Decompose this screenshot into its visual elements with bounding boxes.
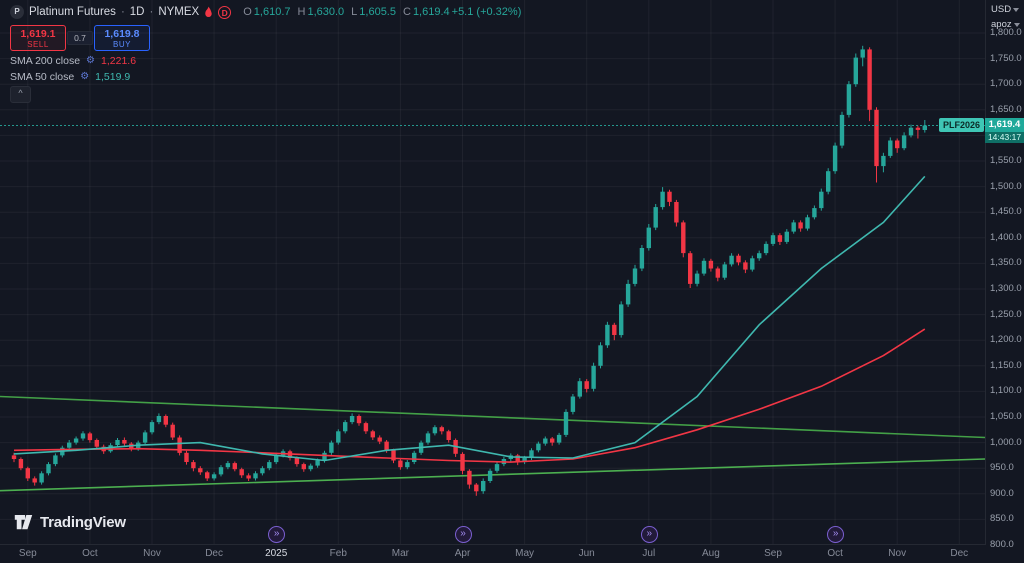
contract-roll-icon[interactable]: » <box>640 526 658 543</box>
unit-menu[interactable]: apoz <box>986 17 1024 32</box>
time-tick-label: Dec <box>205 548 223 559</box>
price-tick-label: 850.0 <box>990 513 1014 525</box>
sell-button[interactable]: 1,619.1 SELL <box>10 25 66 51</box>
symbol-legend: P Platinum Futures · 1D · NYMEX D O 1,610… <box>10 5 521 19</box>
chevron-down-icon <box>1013 22 1020 27</box>
ohlc-value: 1,605.5 <box>359 6 396 18</box>
price-tick-label: 1,250.0 <box>990 308 1022 320</box>
price-tick-label: 800.0 <box>990 539 1014 550</box>
price-tick-label: 1,500.0 <box>990 180 1022 192</box>
indicator-row-sma50: SMA 50 close ⚙ 1,519.9 <box>10 71 130 83</box>
time-tick-label: Nov <box>888 548 907 559</box>
price-tick-label: 1,000.0 <box>990 436 1022 448</box>
sma50-value: 1,519.9 <box>95 71 131 83</box>
tradingview-logo-icon <box>14 514 33 531</box>
time-tick-label: Jun <box>578 548 595 559</box>
interval-label[interactable]: 1D <box>129 6 145 18</box>
flame-icon <box>204 6 213 18</box>
price-tick-label: 1,100.0 <box>990 385 1022 397</box>
delayed-data-icon: D <box>218 5 232 19</box>
price-tick-label: 1,700.0 <box>990 78 1022 90</box>
currency-label: USD <box>991 4 1012 15</box>
last-price-label: PLF2026 1,619.4 14:43:17 <box>938 118 1024 144</box>
sma50-label[interactable]: SMA 50 close <box>10 71 75 83</box>
indicator-row-sma200: SMA 200 close ⚙ 1,221.6 <box>10 55 136 67</box>
buy-button[interactable]: 1,619.8 BUY <box>94 25 150 51</box>
gear-icon[interactable]: ⚙ <box>86 55 96 66</box>
spread-value: 0.7 <box>67 31 93 45</box>
time-tick-label: Oct <box>82 548 98 559</box>
time-tick-label: Mar <box>391 548 410 559</box>
buy-label: BUY <box>113 40 131 49</box>
last-price-badge[interactable]: 1,619.4 <box>985 118 1024 133</box>
ohlc-value: 1,619.4 <box>412 6 450 18</box>
separator: · <box>120 6 125 18</box>
chevron-down-icon <box>1013 7 1020 12</box>
ohlc-value: 1,630.0 <box>307 6 345 18</box>
time-tick-label: May <box>515 548 535 559</box>
time-tick-label: Sep <box>18 548 37 559</box>
price-tick-label: 1,550.0 <box>990 155 1022 166</box>
ohlc-values: O 1,610.7 H 1,630.0 L 1,605.5 C 1,619.4 +5.1 (+0… <box>236 6 521 18</box>
symbol-name[interactable]: Platinum Futures <box>29 6 116 18</box>
price-tick-label: 1,650.0 <box>990 103 1022 115</box>
time-tick-label: Sep <box>764 548 782 559</box>
price-tick-label: 1,150.0 <box>990 359 1022 371</box>
unit-label: apoz <box>991 19 1012 30</box>
tradingview-logo[interactable]: TradingView <box>14 514 126 531</box>
price-tick-label: 1,050.0 <box>990 411 1022 422</box>
contract-roll-icon[interactable]: » <box>268 526 286 543</box>
ohlc-key: O <box>243 6 252 18</box>
separator: · <box>149 6 154 18</box>
sma200-label[interactable]: SMA 200 close <box>10 55 81 67</box>
tradingview-logo-text: TradingView <box>40 514 126 531</box>
price-tick-label: 1,300.0 <box>990 283 1022 294</box>
time-tick-label: Aug <box>701 548 720 559</box>
contract-roll-icon[interactable]: » <box>827 526 845 543</box>
price-tick-label: 1,750.0 <box>990 52 1022 64</box>
time-tick-label: Dec <box>950 548 969 559</box>
price-tick-label: 1,200.0 <box>990 334 1022 346</box>
time-tick-label: Oct <box>827 548 843 559</box>
candlestick-chart[interactable] <box>0 0 985 545</box>
price-tick-label: 950.0 <box>990 462 1014 474</box>
ohlc-key: H <box>297 6 306 18</box>
contract-tag[interactable]: PLF2026 <box>938 118 984 133</box>
price-tick-label: 1,350.0 <box>990 257 1022 269</box>
time-tick-label: Feb <box>329 548 347 559</box>
price-tick-label: 1,800.0 <box>990 27 1022 38</box>
currency-menu[interactable]: USD <box>986 2 1024 17</box>
price-tick-label: 900.0 <box>990 487 1014 499</box>
sell-label: SELL <box>27 40 49 49</box>
ohlc-key: L <box>351 6 358 18</box>
time-axis[interactable]: Sep Oct Nov Dec 2025 Feb Mar Apr May Jun Jul Aug Sep… <box>0 544 985 563</box>
time-tick-label: 2025 <box>265 548 288 559</box>
ohlc-key: C <box>402 6 411 18</box>
price-axis[interactable]: 800.0 850.0 900.0 950.0 1,000.0 1,050.0 1,100.… <box>985 0 1024 550</box>
price-scale-menus: USD apoz <box>986 2 1024 32</box>
ohlc-value: 1,610.7 <box>253 6 291 18</box>
gear-icon[interactable]: ⚙ <box>80 71 90 82</box>
sell-price: 1,619.1 <box>20 28 56 40</box>
price-tick-label: 1,450.0 <box>990 206 1022 218</box>
time-tick-label: Apr <box>454 548 471 559</box>
change-value: +5.1 (+0.32%) <box>451 6 522 18</box>
price-tick-label: 1,400.0 <box>990 231 1022 243</box>
time-tick-label: Nov <box>143 548 161 559</box>
sma200-value: 1,221.6 <box>101 55 137 67</box>
buy-price: 1,619.8 <box>104 28 140 40</box>
collapse-legend-button[interactable]: ^ <box>10 86 31 103</box>
exchange-label[interactable]: NYMEX <box>158 6 200 18</box>
time-tick-label: Jul <box>642 548 656 559</box>
contract-roll-icon[interactable]: » <box>454 526 472 543</box>
symbol-logo-icon: P <box>10 5 24 19</box>
trade-panel: 1,619.1 SELL 0.7 1,619.8 BUY <box>10 25 150 51</box>
bar-close-countdown: 14:43:17 <box>985 132 1024 144</box>
